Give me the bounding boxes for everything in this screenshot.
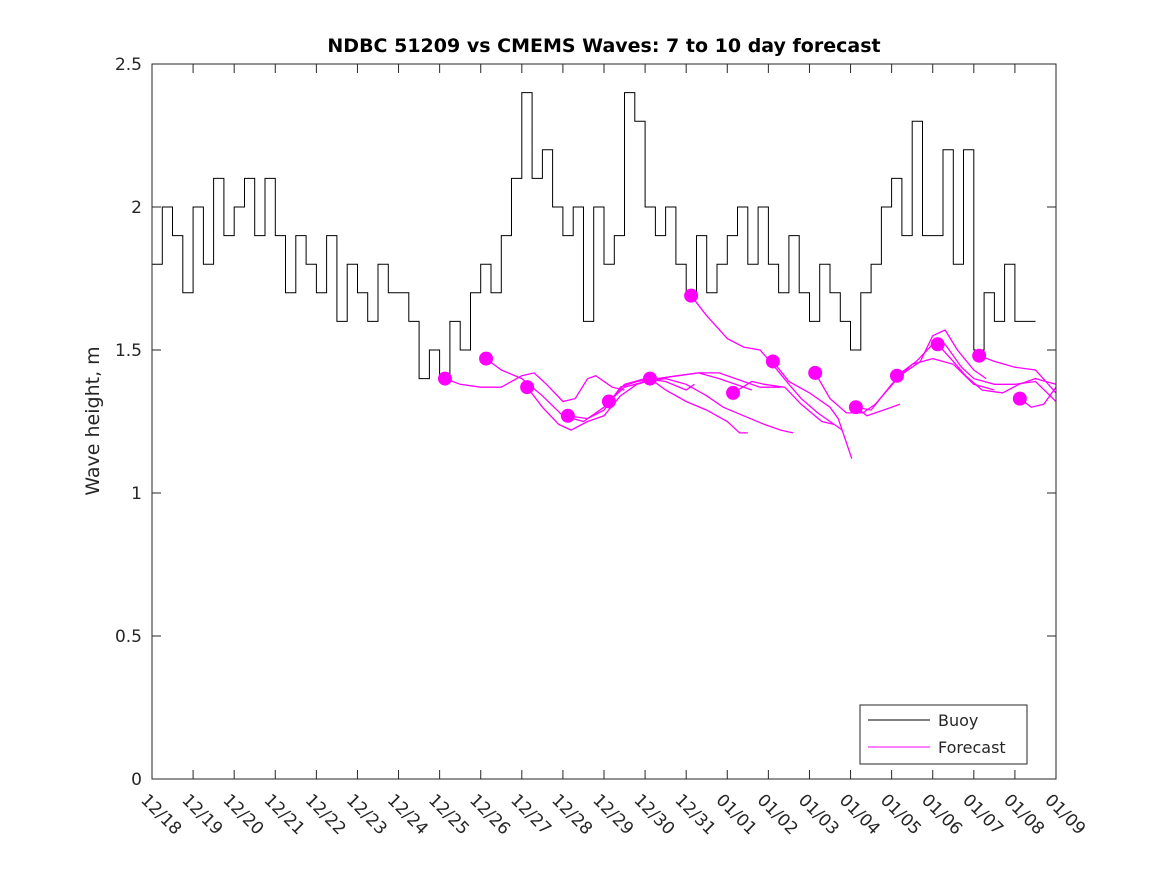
forecast-start-marker-1	[479, 351, 494, 366]
y-tick-label: 0.5	[115, 627, 142, 647]
legend-box	[859, 704, 1028, 765]
forecast-start-marker-7	[726, 385, 741, 400]
forecast-start-marker-8	[765, 354, 780, 369]
buoy-series-line	[152, 92, 1036, 380]
y-tick-label: 0	[131, 770, 142, 790]
forecast-segment-10	[855, 403, 901, 417]
y-tick-label: 1.5	[115, 341, 142, 361]
forecast-start-marker-13	[972, 348, 987, 363]
forecast-start-marker-6	[684, 288, 699, 303]
forecast-segment-9	[814, 329, 987, 414]
forecast-start-marker-5	[643, 371, 658, 386]
forecast-start-marker-14	[1012, 391, 1027, 406]
legend: Buoy Forecast	[859, 704, 1028, 765]
forecast-segment-7	[732, 380, 835, 426]
forecast-segment-0	[444, 372, 625, 403]
legend-buoy-label: Buoy	[938, 711, 978, 730]
forecast-segment-13	[937, 343, 1057, 394]
forecast-start-marker-9	[808, 365, 823, 380]
forecast-segment-15	[1019, 386, 1057, 408]
y-axis-label: Wave height, m	[82, 346, 104, 495]
forecast-start-marker-12	[930, 337, 945, 352]
forecast-segment-1	[485, 358, 695, 423]
forecast-segment-14	[978, 355, 1057, 394]
forecast-segment-8	[772, 360, 853, 459]
chart-title: NDBC 51209 vs CMEMS Waves: 7 to 10 day f…	[327, 35, 880, 57]
forecast-start-marker-3	[560, 408, 575, 423]
forecast-start-marker-0	[437, 371, 452, 386]
forecast-segment-2	[526, 372, 753, 431]
forecast-segment-12	[896, 343, 1057, 402]
y-tick-label: 2.5	[115, 55, 142, 75]
forecast-start-marker-10	[848, 400, 863, 415]
legend-forecast-label: Forecast	[938, 738, 1006, 757]
forecast-start-marker-11	[889, 368, 904, 383]
y-tick-label: 1	[131, 484, 142, 504]
forecast-segment-3	[567, 372, 781, 420]
forecast-segment-4	[608, 377, 794, 434]
forecast-start-marker-2	[520, 380, 535, 395]
y-tick-label: 2	[131, 198, 142, 218]
forecast-start-marker-4	[601, 394, 616, 409]
forecast-segment-11	[855, 357, 995, 411]
forecast-segment-5	[649, 378, 748, 434]
